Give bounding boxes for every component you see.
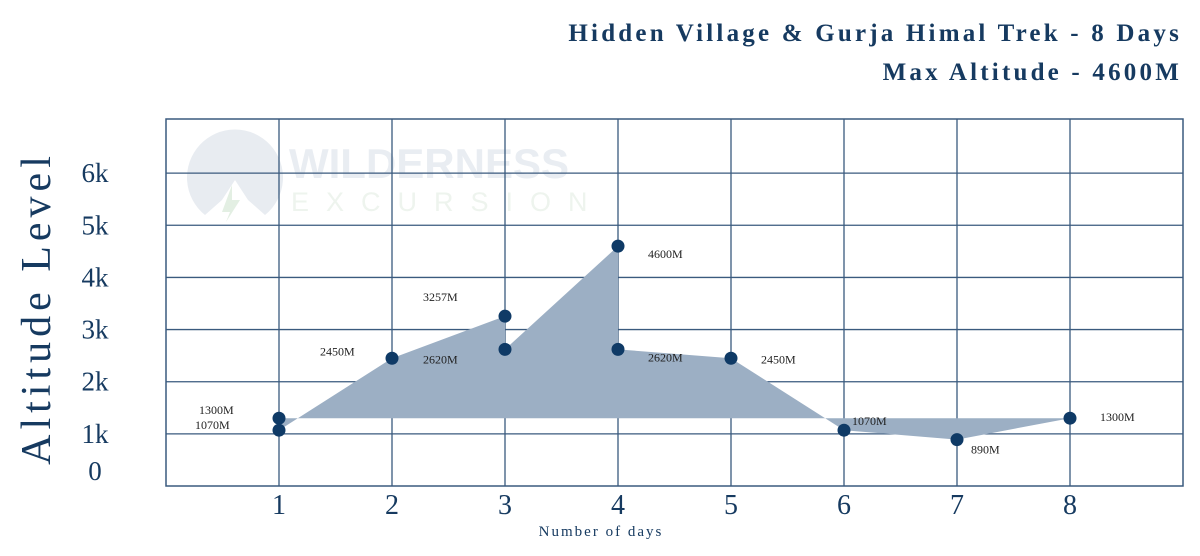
data-point <box>272 411 286 425</box>
tick-labels: 1 2 3 4 5 6 7 8 0 1k 2k 3k 4k 5k 6k <box>82 158 1078 521</box>
x-tick-label: 5 <box>724 490 738 521</box>
x-tick-label: 4 <box>611 490 625 521</box>
data-label: 890M <box>971 443 1000 457</box>
data-point <box>498 309 512 323</box>
data-label: 1070M <box>195 418 230 432</box>
data-point <box>950 433 964 447</box>
data-point <box>611 239 625 253</box>
y-tick-label: 1k <box>82 419 110 449</box>
y-tick-label: 5k <box>82 210 110 240</box>
data-point <box>724 351 738 365</box>
data-point <box>498 342 512 356</box>
x-tick-label: 1 <box>272 490 286 521</box>
data-label: 4600M <box>648 247 683 261</box>
altitude-area <box>279 246 1070 440</box>
data-label: 2450M <box>320 344 355 358</box>
y-tick-label: 6k <box>82 158 110 188</box>
x-tick-label: 7 <box>950 490 964 521</box>
data-point <box>272 423 286 437</box>
plot-border <box>165 118 1184 487</box>
data-label: 2450M <box>761 352 796 366</box>
data-label: 1300M <box>1100 410 1135 424</box>
y-tick-label: 2k <box>82 367 110 397</box>
x-axis-label: Number of days <box>538 524 664 540</box>
y-tick-label: 4k <box>82 262 110 292</box>
chart-subtitle: Max Altitude - 4600M <box>882 59 1182 86</box>
data-label: 1070M <box>852 414 887 428</box>
watermark-text-2: EXCURSION <box>291 187 605 217</box>
x-tick-label: 6 <box>837 490 851 521</box>
x-tick-label: 2 <box>385 490 399 521</box>
y-tick-label: 3k <box>82 315 110 345</box>
data-label: 2620M <box>648 350 683 364</box>
x-tick-label: 8 <box>1063 490 1077 521</box>
data-label: 2620M <box>423 352 458 366</box>
watermark-bolt-icon <box>222 185 240 222</box>
data-label: 3257M <box>423 290 458 304</box>
watermark-mountain-icon <box>187 129 283 215</box>
chart-title: Hidden Village & Gurja Himal Trek - 8 Da… <box>568 20 1182 47</box>
watermark-text-1: WILDERNESS <box>289 140 569 187</box>
data-point <box>611 342 625 356</box>
y-tick-label: 0 <box>88 456 102 486</box>
data-point <box>385 351 399 365</box>
data-point <box>1063 411 1077 425</box>
watermark-logo: WILDERNESS EXCURSION <box>187 129 605 222</box>
data-label: 1300M <box>199 403 234 417</box>
x-tick-label: 3 <box>498 490 512 521</box>
data-point <box>837 423 851 437</box>
